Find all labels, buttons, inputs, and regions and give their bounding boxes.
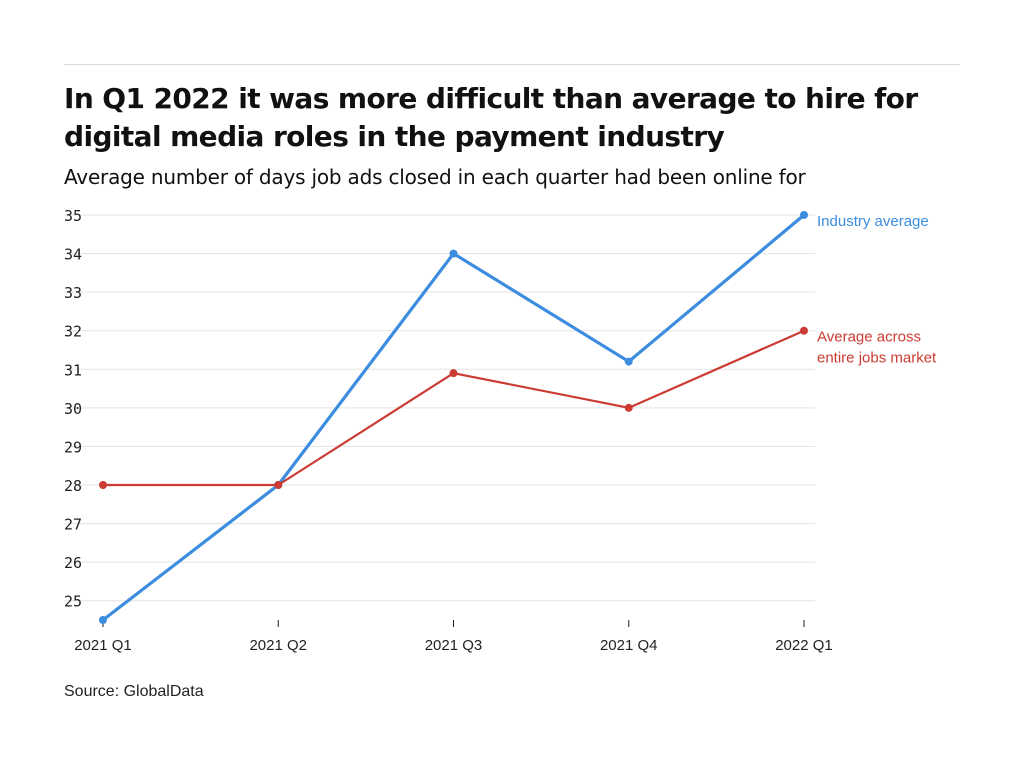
y-tick-label: 28	[64, 477, 82, 495]
data-point	[449, 249, 458, 258]
x-tick-label: 2021 Q2	[249, 637, 307, 654]
y-tick-label: 29	[64, 438, 82, 456]
y-tick-label: 33	[64, 284, 82, 302]
series-layer	[99, 211, 808, 624]
x-tick-label: 2021 Q3	[425, 637, 483, 654]
y-tick-label: 25	[64, 593, 82, 611]
chart-title: In Q1 2022 it was more difficult than av…	[64, 82, 918, 153]
y-tick-label: 34	[64, 246, 82, 264]
y-tick-label: 26	[64, 554, 82, 572]
y-tick-label: 27	[64, 516, 82, 534]
source-note: Source: GlobalData	[64, 683, 204, 700]
data-point	[99, 616, 107, 624]
data-point	[99, 481, 107, 489]
series-line	[101, 213, 806, 622]
y-tick-label: 31	[64, 361, 82, 379]
x-tick-label: 2021 Q4	[600, 637, 658, 654]
series-label: entire jobs market	[817, 350, 937, 367]
data-point	[449, 369, 458, 378]
data-point	[274, 481, 283, 489]
series-label: Industry average	[817, 213, 929, 230]
data-point	[800, 326, 808, 335]
label-layer: Industry average Average across entire job…	[817, 213, 937, 367]
series-label: Average across	[817, 329, 921, 346]
chart-subtitle: Average number of days job ads closed in…	[64, 165, 806, 189]
y-tick-label: 30	[64, 400, 82, 418]
data-point	[800, 211, 808, 219]
x-tick-label: 2022 Q1	[775, 637, 833, 654]
data-point	[624, 357, 633, 366]
x-tick-label: 2021 Q1	[74, 637, 132, 654]
y-tick-label: 32	[64, 323, 82, 341]
top-divider	[64, 64, 960, 65]
y-tick-label: 35	[64, 207, 82, 225]
data-point	[624, 403, 633, 412]
axis-layer: 25 26 27 28 29 30 31 32 33 34 35 2021 Q1 2021 Q2 2021…	[64, 207, 833, 654]
